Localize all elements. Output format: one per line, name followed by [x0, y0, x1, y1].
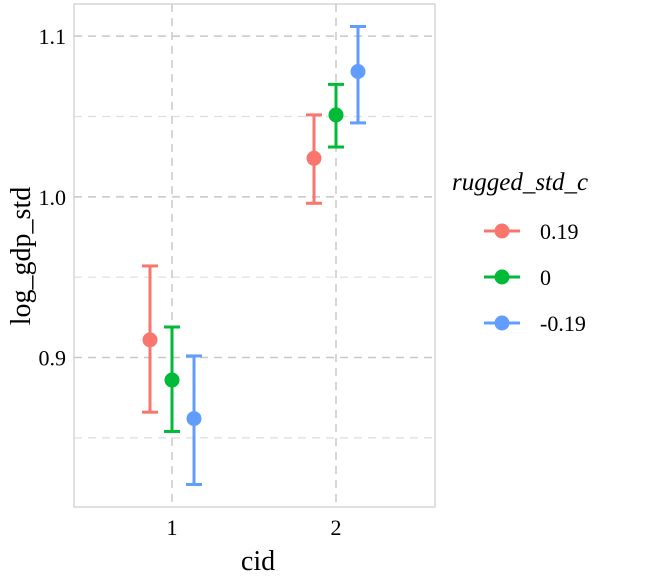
data-point — [186, 411, 202, 427]
errorbar-point — [350, 24, 366, 125]
x-tick-label: 1 — [167, 515, 178, 540]
legend-key-point — [494, 223, 510, 239]
panel-border — [73, 3, 436, 508]
data-point — [306, 150, 322, 166]
legend-item: 0.19 — [484, 219, 579, 244]
y-tick-label: 1.0 — [39, 185, 67, 210]
errorbar-point — [186, 354, 202, 487]
errorbar-point — [306, 113, 322, 205]
y-tick-label: 1.1 — [39, 24, 67, 49]
y-tick-label: 0.9 — [39, 346, 67, 371]
errorbar-point — [142, 264, 158, 414]
legend-key-point — [494, 315, 510, 331]
legend-item: -0.19 — [484, 311, 586, 336]
data-point — [142, 332, 158, 348]
legend-item: 0 — [484, 265, 551, 290]
legend-title: rugged_std_c — [452, 169, 588, 196]
legend-label: 0.19 — [540, 219, 579, 244]
data-point — [350, 63, 366, 79]
errorbar-point — [164, 325, 180, 433]
y-axis-label: log_gdp_std — [6, 187, 37, 325]
errorbar-point — [328, 82, 344, 149]
data-point — [164, 372, 180, 388]
legend-key-point — [494, 269, 510, 285]
data-point — [328, 107, 344, 123]
legend-label: 0 — [540, 265, 551, 290]
x-tick-label: 2 — [331, 515, 342, 540]
x-axis-label: cid — [241, 546, 275, 576]
legend-label: -0.19 — [540, 311, 586, 336]
